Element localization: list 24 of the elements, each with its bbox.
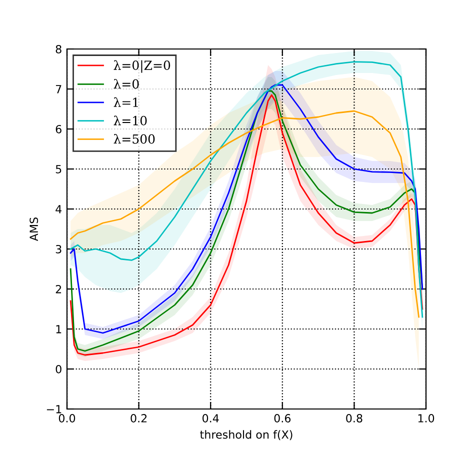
y-tick-label: 0 [56, 364, 62, 374]
y-tick-label: 3 [56, 244, 62, 254]
y-tick-label: 2 [56, 284, 62, 294]
y-tick-label: 5 [56, 165, 62, 174]
y-tick-label: 8 [56, 44, 62, 54]
x-tick-label: 0.2 [130, 414, 147, 422]
x-tick-label: 0.0 [58, 414, 76, 422]
y-tick-label: 6 [56, 124, 62, 134]
line-series [70, 110, 420, 318]
legend-label: λ=0|Z=0 [114, 60, 170, 73]
x-tick-label: 0.8 [346, 414, 362, 422]
y-tick-label: 1 [56, 325, 62, 334]
legend-label: λ=10 [114, 116, 147, 126]
legend-label: λ=1 [114, 97, 138, 107]
y-tick-label: 4 [56, 205, 62, 214]
x-tick-label: 1.0 [418, 414, 434, 422]
y-tick-label: −1 [46, 405, 62, 414]
x-tick-label: 0.6 [274, 414, 291, 422]
x-axis-title: threshold on f(X) [200, 430, 292, 440]
x-tick-label: 0.4 [202, 414, 219, 422]
y-axis-title: AMS [30, 218, 38, 242]
y-tick-label: 7 [56, 85, 62, 94]
legend-label: λ=500 [114, 134, 155, 144]
legend-label: λ=0 [114, 78, 139, 89]
